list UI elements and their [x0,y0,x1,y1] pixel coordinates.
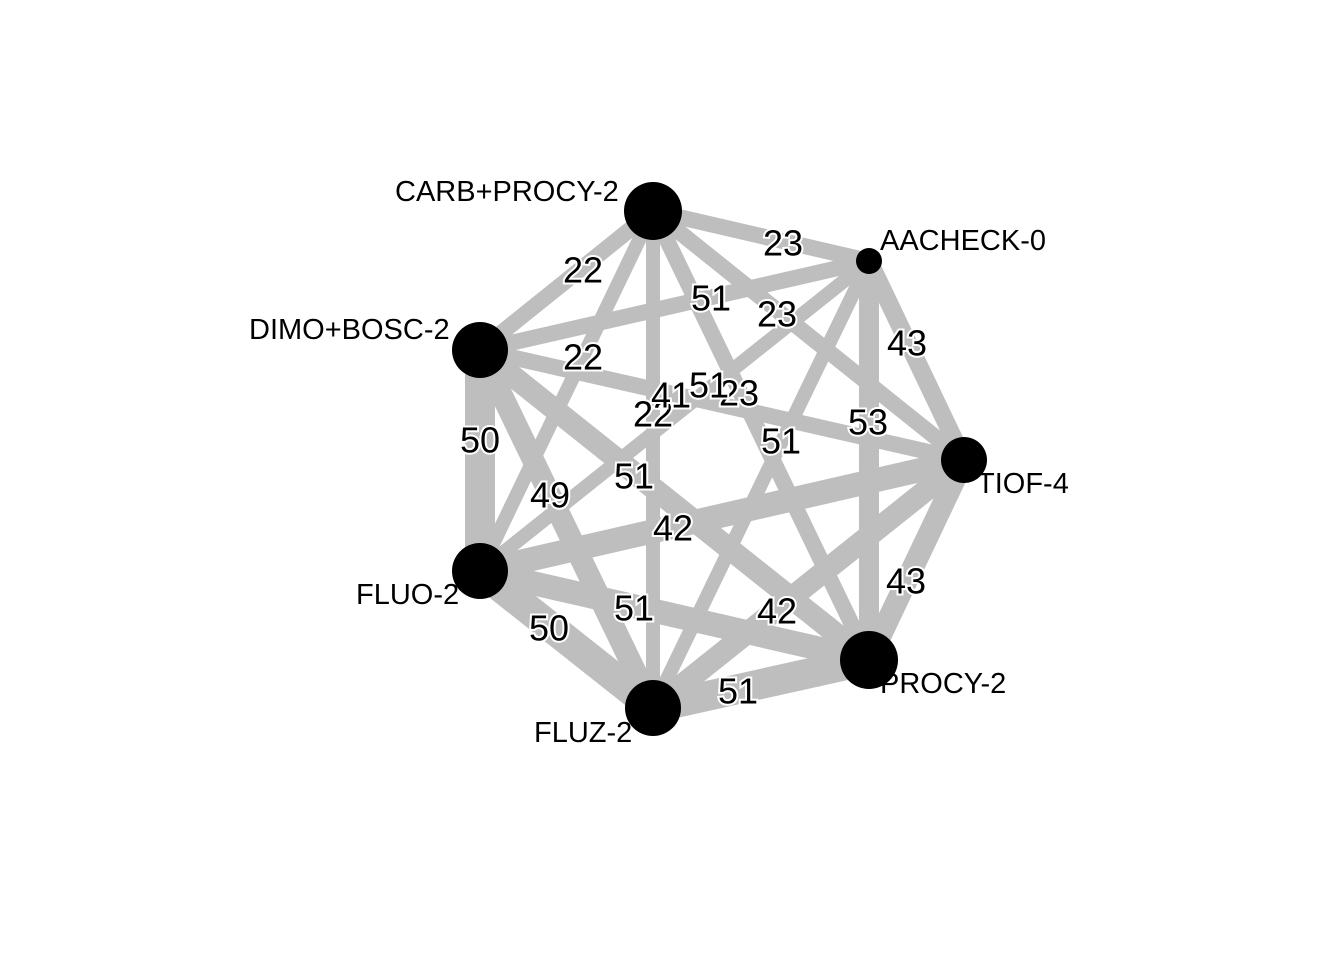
nodes-layer: CARB+PROCY-2 AACHECK-0 DIMO+BOSC-2 TIOF-4 FL… [249,176,1069,749]
edge-weight-label: 43 [887,323,927,364]
edge-weight-label: 50 [529,608,569,649]
edge-weight-label: 43 [886,561,926,602]
edge-dimo_bosc-procy [473,341,876,669]
edge-aacheck-fluo [475,255,874,577]
edge-procy-fluz [649,645,873,723]
edge-weight-label: 49 [530,475,570,516]
edge-weight-label: 53 [848,402,888,443]
edge-carb_procy-tiof [647,204,970,467]
node-label-fluz: FLUZ-2 [534,717,632,749]
node-label-procy: PROCY-2 [880,668,1006,700]
edge-carb_procy-aacheck [651,203,871,269]
node-dimo_bosc [452,322,508,378]
edge-weight-label: 23 [763,223,803,264]
edge-dimo_bosc-tiof [478,342,966,468]
node-tiof [941,437,987,483]
edge-weight-label: 51 [689,365,729,406]
node-label-aacheck: AACHECK-0 [880,225,1046,257]
edge-fluo-fluz [470,559,663,720]
edge-aacheck-dimo_bosc [478,253,871,358]
edge-tiof-procy [859,455,974,665]
edge-weight-label: 22 [563,337,603,378]
edge-carb_procy-procy [645,207,877,664]
edge-tiof-fluo [477,448,967,583]
edge-weight-label: 51 [614,456,654,497]
edge-weight-label: 22 [633,394,673,435]
edge-weight-label: 51 [614,588,654,629]
edge-weight-label: 50 [460,420,500,461]
edge-weight-label: 41 [651,375,691,416]
node-aacheck [856,248,882,274]
edge-weight-label: 51 [691,278,731,319]
node-label-tiof: TIOF-4 [977,468,1069,500]
node-label-fluo: FLUO-2 [356,579,459,611]
node-label-dimo_bosc: DIMO+BOSC-2 [249,314,450,346]
edge-weight-label: 51 [718,671,758,712]
edge-weight-label: 42 [653,508,693,549]
edge-aacheck-fluz [646,257,876,712]
edge-dimo_bosc-fluz [470,345,663,713]
edge-labels-layer: 2322512251512343235341225049515143424250… [458,221,929,714]
edge-carb_procy-dimo_bosc [474,204,659,357]
edge-weight-label: 23 [719,373,759,414]
node-label-carb_procy: CARB+PROCY-2 [395,176,619,208]
edge-carb_procy-fluo [473,207,660,575]
edge-weight-label: 22 [563,250,603,291]
edge-aacheck-tiof [860,257,973,464]
node-carb_procy [624,182,682,240]
node-fluo [452,543,508,599]
edge-weight-label: 42 [757,591,797,632]
edge-weight-label: 23 [757,294,797,335]
node-fluz [625,680,681,736]
edge-weight-label: 51 [761,421,801,462]
node-procy [840,631,898,689]
edge-tiof-fluz [646,451,971,717]
edge-fluo-procy [477,559,872,672]
edges-layer [465,203,974,723]
